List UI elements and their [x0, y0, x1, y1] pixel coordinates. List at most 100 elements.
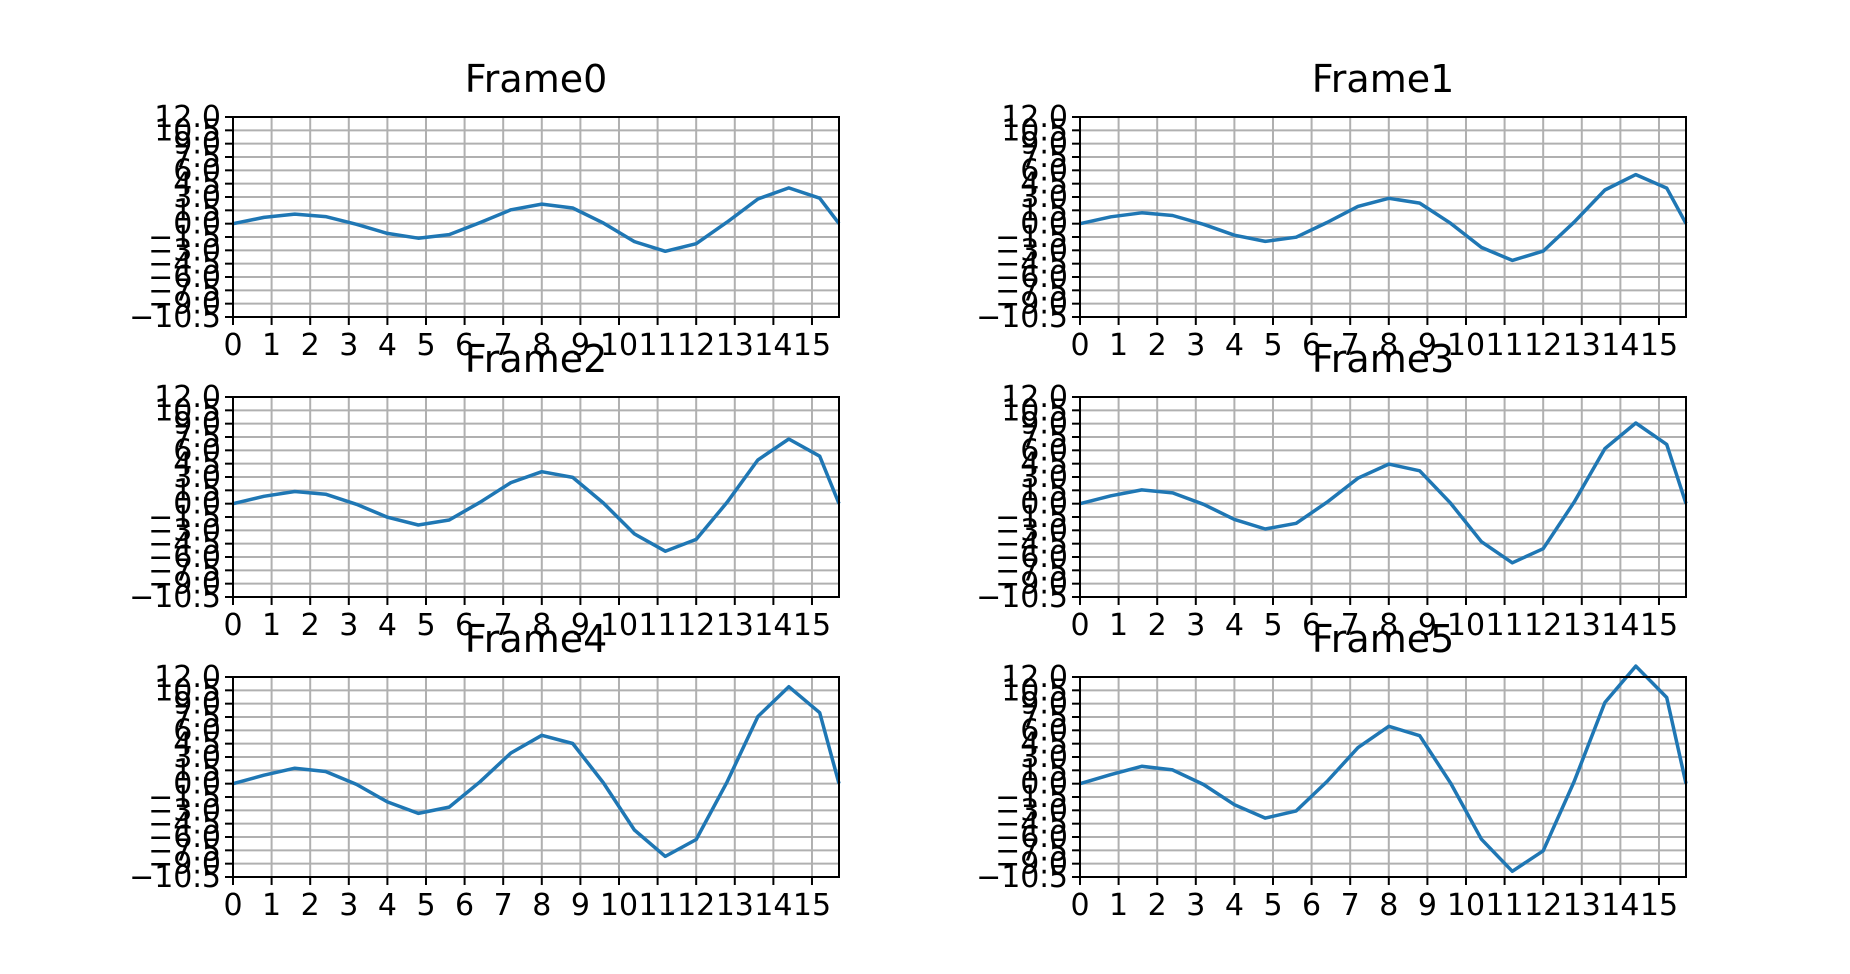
y-tick-label: 0.0 [1020, 767, 1068, 802]
x-tick-label: 15 [793, 608, 831, 643]
y-tick-label: −9.0 [995, 847, 1068, 882]
x-tick-label: 10 [1447, 328, 1485, 363]
x-tick-label: 5 [1263, 608, 1282, 643]
x-tick-label: 9 [571, 328, 590, 363]
x-tick-label: 9 [571, 888, 590, 923]
x-tick-label: 12 [1524, 888, 1562, 923]
x-tick-label: 2 [301, 328, 320, 363]
y-tick-label: 3.0 [1020, 180, 1068, 215]
y-tick-label: −10.5 [976, 860, 1068, 895]
axes-frame [232, 116, 840, 318]
x-tick-label: 9 [1418, 328, 1437, 363]
x-tick-label: 14 [1601, 608, 1639, 643]
y-tick-label: −4.5 [995, 247, 1068, 282]
y-tick-label: −7.5 [148, 553, 221, 588]
x-tick-label: 14 [754, 888, 792, 923]
x-tick-label: 3 [339, 328, 358, 363]
x-tick-label: 11 [1485, 888, 1523, 923]
y-tick-label: −7.5 [148, 273, 221, 308]
y-tick-label: −3.0 [148, 233, 221, 268]
y-tick-label: −9.0 [148, 567, 221, 602]
axes-frame [1079, 396, 1687, 598]
y-tick-label: 6.0 [173, 713, 221, 748]
subplot-1: 0 1 2 3 4 5 6 7 8 9 10 11 12 13 14 15−10.5−9.0−7.5−6.0−… [976, 57, 1688, 363]
y-tick-label: −4.5 [148, 807, 221, 842]
y-tick-label: 6.0 [173, 433, 221, 468]
y-tick-label: −4.5 [148, 247, 221, 282]
x-tick-label: 10 [600, 328, 638, 363]
y-tick-label: 9.0 [1020, 127, 1068, 162]
x-tick-label: 6 [1302, 888, 1321, 923]
x-tick-label: 1 [1109, 888, 1128, 923]
x-tick-label: 7 [1341, 328, 1360, 363]
x-tick-label: 11 [638, 888, 676, 923]
y-tick-label: 0.0 [173, 487, 221, 522]
x-tick-label: 7 [494, 608, 513, 643]
subplot-0: 0 1 2 3 4 5 6 7 8 9 10 11 12 13 14 15−10.5−9.0−7.5−6.0−… [129, 57, 841, 363]
y-tick-label: 1.5 [173, 193, 221, 228]
x-tick-label: 6 [455, 328, 474, 363]
x-tick-label: 5 [1263, 888, 1282, 923]
x-tick-label: 6 [1302, 328, 1321, 363]
x-tick-label: 5 [1263, 328, 1282, 363]
y-tick-label: −6.0 [148, 260, 221, 295]
series-line [232, 684, 841, 859]
x-tick-label: 15 [1640, 888, 1678, 923]
y-tick-label: 12.0 [154, 660, 221, 695]
y-tick-label: −4.5 [148, 527, 221, 562]
y-tick-label: 1.5 [173, 753, 221, 788]
y-tick-label: −1.5 [148, 780, 221, 815]
axes-frame [1079, 116, 1687, 318]
y-tick-label: −10.5 [129, 860, 221, 895]
x-tick-label: 2 [1148, 608, 1167, 643]
x-tick-label: 11 [1485, 328, 1523, 363]
x-tick-label: 4 [1225, 608, 1244, 643]
y-tick-label: 3.0 [173, 180, 221, 215]
x-tick-label: 4 [378, 888, 397, 923]
y-tick-label: −1.5 [148, 220, 221, 255]
x-tick-label: 9 [1418, 888, 1437, 923]
series-line [1079, 664, 1688, 874]
y-tick-label: 10.5 [1001, 113, 1068, 148]
y-tick-label: 3.0 [1020, 460, 1068, 495]
y-tick-label: 4.5 [1020, 167, 1068, 202]
y-tick-label: 4.5 [1020, 447, 1068, 482]
x-tick-label: 2 [1148, 328, 1167, 363]
x-tick-label: 7 [494, 888, 513, 923]
x-tick-label: 12 [1524, 328, 1562, 363]
x-tick-label: 15 [1640, 608, 1678, 643]
y-tick-label: 10.5 [154, 113, 221, 148]
x-tick-label: 9 [571, 608, 590, 643]
x-tick-label: 6 [1302, 608, 1321, 643]
series-line [1079, 172, 1688, 263]
y-tick-label: −6.0 [995, 820, 1068, 855]
y-tick-label: −10.5 [976, 300, 1068, 335]
plot-area [1080, 677, 1686, 877]
x-tick-label: 11 [1485, 608, 1523, 643]
x-tick-label: 8 [532, 888, 551, 923]
x-tick-label: 6 [455, 888, 474, 923]
x-tick-label: 3 [1186, 608, 1205, 643]
y-tick-label: 0.0 [1020, 487, 1068, 522]
x-tick-label: 8 [1379, 328, 1398, 363]
y-tick-label: 9.0 [1020, 687, 1068, 722]
x-tick-label: 12 [677, 328, 715, 363]
x-tick-label: 1 [262, 888, 281, 923]
x-tick-label: 3 [1186, 888, 1205, 923]
x-tick-label: 4 [378, 608, 397, 643]
x-tick-label: 1 [262, 328, 281, 363]
y-tick-label: 10.5 [1001, 673, 1068, 708]
x-tick-label: 0 [223, 328, 242, 363]
x-tick-label: 9 [1418, 608, 1437, 643]
y-tick-label: 9.0 [173, 687, 221, 722]
x-tick-label: 1 [262, 608, 281, 643]
y-tick-label: 10.5 [154, 393, 221, 428]
x-tick-label: 6 [455, 608, 474, 643]
x-tick-label: 8 [532, 608, 551, 643]
x-tick-label: 14 [1601, 888, 1639, 923]
y-tick-label: 3.0 [173, 460, 221, 495]
y-tick-label: −3.0 [995, 233, 1068, 268]
y-tick-label: −6.0 [148, 820, 221, 855]
x-tick-label: 3 [339, 888, 358, 923]
x-tick-label: 3 [339, 608, 358, 643]
